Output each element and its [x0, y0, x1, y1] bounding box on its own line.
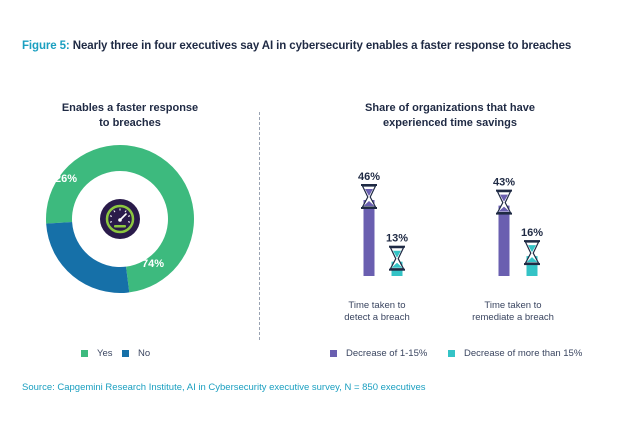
- bar-value-label-s2-c2: 16%: [521, 227, 543, 239]
- category-label-line: Time taken to: [348, 300, 406, 311]
- hourglass-icon-bottom: [389, 268, 405, 271]
- donut-title-line-2: to breaches: [99, 117, 161, 129]
- bar-title-line-1: Share of organizations that have: [365, 102, 535, 114]
- bar-s1-c2: [498, 205, 510, 276]
- category-label-line: remediate a breach: [472, 312, 554, 323]
- hourglass-icon: [361, 184, 377, 209]
- hourglass-icon-top: [389, 245, 405, 248]
- legend-swatch-no: [122, 350, 129, 357]
- legend-label-series-1: Decrease of 1-15%: [346, 348, 428, 359]
- hourglass-icon-sand-top: [365, 189, 373, 196]
- speedometer-icon-tick: [127, 221, 131, 223]
- legend-label-no: No: [138, 348, 151, 359]
- speedometer-icon-tick: [109, 215, 113, 217]
- donut-chart-title: Enables a faster response to breaches: [40, 101, 220, 131]
- hourglass-icon-sand-bottom: [526, 257, 538, 263]
- hourglass-icon-sand-bottom: [391, 262, 403, 268]
- bar-value-label-s1-c2: 43%: [493, 177, 515, 189]
- hourglass-icon-top: [361, 184, 377, 186]
- donut-slice-yes: [46, 145, 195, 293]
- bar-title-line-2: experienced time savings: [383, 117, 517, 129]
- bar-s1-c1: [363, 200, 375, 276]
- donut-slice-no: [46, 222, 130, 293]
- hourglass-icon: [389, 245, 405, 271]
- legend-label-series-2: Decrease of more than 15%: [464, 348, 583, 359]
- legend-item-yes: Yes: [81, 348, 113, 359]
- bar-value-label-s1-c1: 46%: [358, 171, 380, 183]
- hourglass-icon-sand-top: [393, 250, 401, 258]
- legend-item-no: No: [122, 348, 150, 359]
- speedometer-icon-tick: [127, 215, 131, 217]
- hourglass-icon-bottom: [361, 207, 377, 209]
- hourglass-icon-glass: [496, 191, 512, 214]
- hourglass-icon: [496, 189, 512, 215]
- legend-swatch-series-1: [330, 350, 337, 357]
- speedometer-icon-hub: [118, 218, 122, 222]
- source-note: Source: Capgemini Research Institute, AI…: [22, 382, 426, 393]
- figure-title-text: Nearly three in four executives say AI i…: [72, 40, 572, 52]
- category-label-detect: Time taken to detect a breach: [317, 300, 437, 324]
- section-divider: [259, 112, 260, 340]
- bar-chart-title: Share of organizations that have experie…: [330, 101, 570, 131]
- hourglass-icon: [524, 240, 540, 266]
- category-label-line: detect a breach: [344, 312, 410, 323]
- speedometer-icon-tick: [113, 210, 116, 213]
- hourglass-icon-top: [524, 240, 540, 243]
- hourglass-icon-sand-top: [528, 245, 536, 253]
- bar-value-label-s2-c1: 13%: [386, 233, 408, 245]
- speedometer-icon-base: [114, 225, 126, 228]
- donut-title-line-1: Enables a faster response: [61, 102, 199, 114]
- bar-s2-c2: [526, 256, 538, 276]
- donut-label-no: 26%: [55, 173, 77, 185]
- speedometer-icon-tick: [124, 210, 127, 213]
- hourglass-icon-glass: [361, 185, 377, 208]
- legend-swatch-yes: [81, 350, 88, 357]
- speedometer-icon: [100, 199, 140, 239]
- speedometer-icon-tick: [109, 221, 113, 223]
- figure-title: Figure 5: Nearly three in four executive…: [22, 40, 571, 52]
- legend-swatch-series-2: [448, 350, 455, 357]
- hourglass-icon-glass: [389, 247, 405, 270]
- legend-label-yes: Yes: [97, 348, 113, 359]
- hourglass-icon-top: [496, 189, 512, 192]
- donut-label-yes: 74%: [142, 258, 164, 270]
- legend-item-series-2: Decrease of more than 15%: [448, 348, 582, 359]
- figure-number: Figure 5:: [22, 40, 70, 52]
- legend-item-series-1: Decrease of 1-15%: [330, 348, 427, 359]
- hourglass-icon-sand-bottom: [363, 201, 375, 206]
- hourglass-icon-sand-top: [500, 194, 508, 202]
- speedometer-icon-ring: [105, 204, 135, 234]
- hourglass-icon-glass: [524, 241, 540, 264]
- category-label-line: Time taken to: [484, 300, 542, 311]
- hourglass-icon-bottom: [496, 212, 512, 215]
- hourglass-icon-sand-bottom: [498, 206, 510, 212]
- hourglass-icon-bottom: [524, 263, 540, 266]
- category-label-remediate: Time taken to remediate a breach: [453, 300, 573, 324]
